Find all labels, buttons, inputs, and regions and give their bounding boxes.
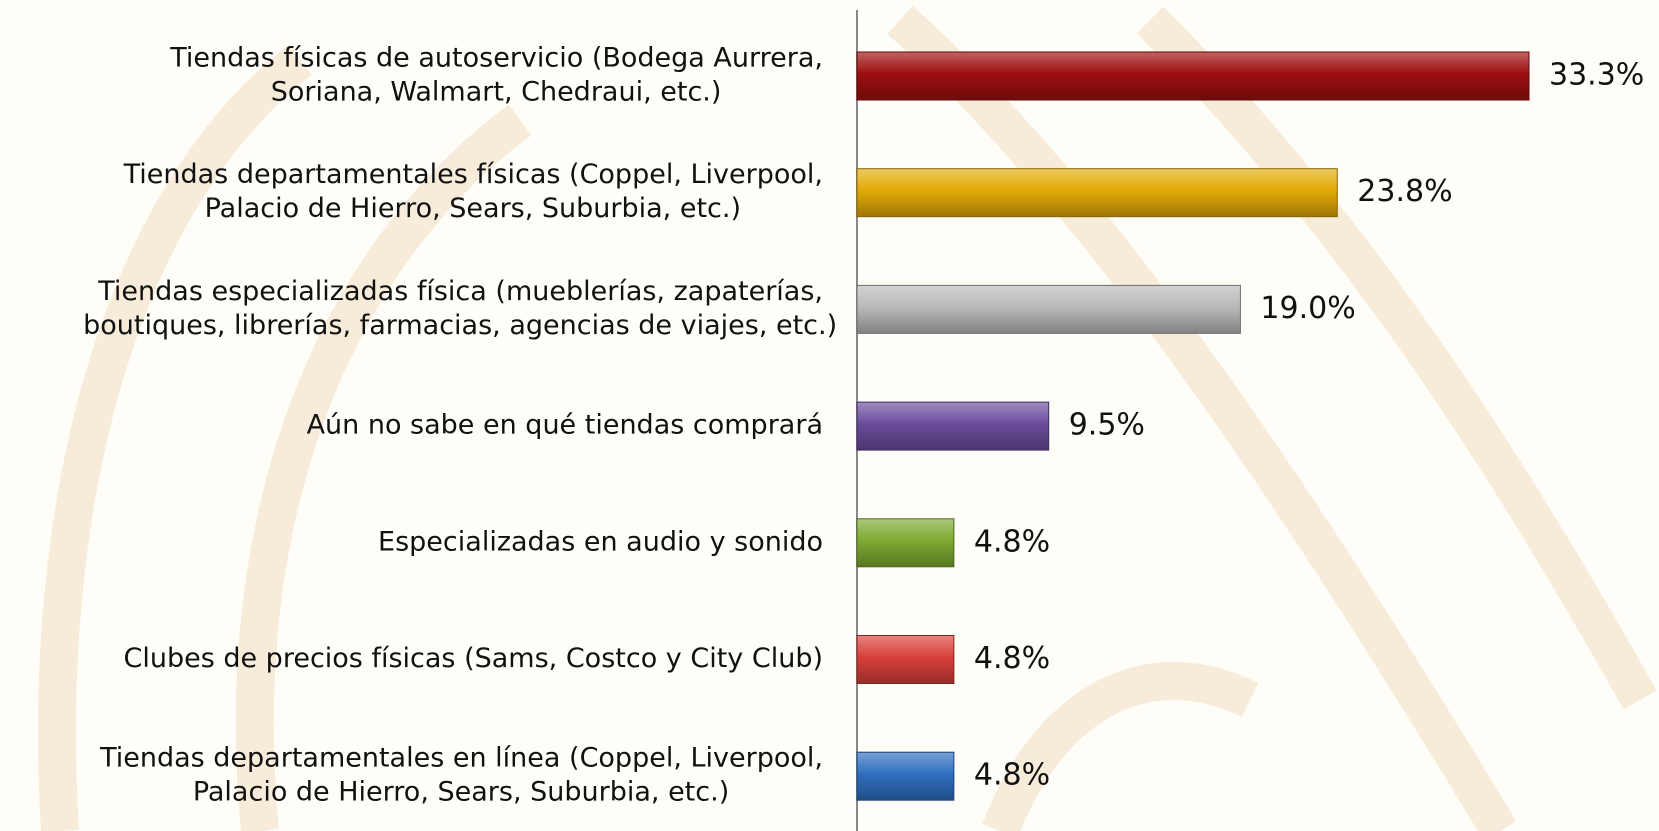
bar: [856, 51, 1530, 101]
category-label: Palacio de Hierro, Sears, Suburbia, etc.…: [205, 193, 741, 224]
value-label: 4.8%: [974, 758, 1050, 793]
category-label: Palacio de Hierro, Sears, Suburbia, etc.…: [193, 777, 729, 808]
category-label: Especializadas en audio y sonido: [378, 526, 823, 557]
value-label: 9.5%: [1069, 408, 1145, 443]
category-label: boutiques, librerías, farmacias, agencia…: [83, 310, 837, 341]
value-label: 23.8%: [1357, 174, 1452, 209]
value-label: 19.0%: [1260, 291, 1355, 326]
category-label: Tiendas departamentales físicas (Coppel,…: [123, 159, 823, 190]
category-label: Soriana, Walmart, Chedraui, etc.): [271, 77, 722, 108]
bar: [856, 635, 955, 684]
category-label: Aún no sabe en qué tiendas comprará: [307, 410, 823, 441]
category-label: Tiendas especializadas física (mueblería…: [97, 276, 823, 307]
category-label: Tiendas físicas de autoservicio (Bodega …: [169, 43, 823, 74]
bar: [856, 751, 955, 801]
value-label: 4.8%: [974, 524, 1050, 559]
bar: [856, 168, 1338, 218]
bar: [856, 284, 1241, 334]
bar: [856, 401, 1050, 451]
value-label: 4.8%: [974, 641, 1050, 676]
bar: [856, 518, 955, 568]
value-label: 33.3%: [1549, 58, 1644, 93]
category-label: Tiendas departamentales en línea (Coppel…: [99, 743, 823, 774]
category-label: Clubes de precios físicas (Sams, Costco …: [123, 643, 823, 674]
background-pattern: [38, 5, 1657, 831]
